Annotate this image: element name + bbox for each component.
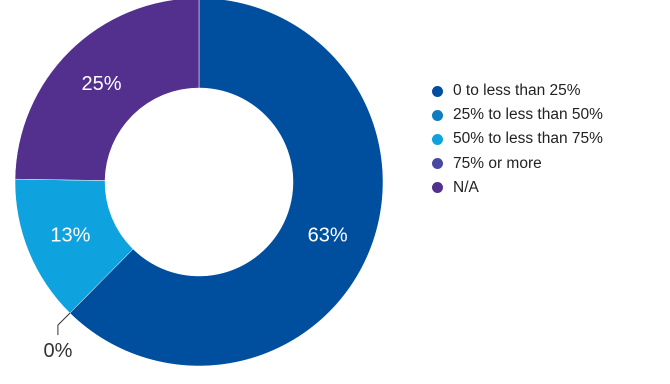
legend-item-0-to-less-than-25: 0 to less than 25% — [432, 79, 603, 103]
data-label-50-to-less-than-75: 13% — [50, 225, 90, 247]
legend-marker — [432, 158, 443, 170]
legend-item-n-a: N/A — [432, 176, 603, 200]
legend-label: 0 to less than 25% — [453, 82, 581, 100]
legend-item-25-to-less-than-50: 25% to less than 50% — [432, 103, 603, 127]
legend-marker — [432, 85, 443, 97]
chart-legend: 0 to less than 25% 25% to less than 50% 50… — [432, 79, 603, 200]
legend-label: N/A — [453, 178, 479, 196]
legend-label: 25% to less than 50% — [453, 106, 603, 124]
legend-marker — [432, 133, 443, 145]
data-label-0-to-less-than-25: 63% — [308, 225, 348, 247]
leader-line-25-to-less-than-50 — [57, 312, 71, 336]
donut-chart: 63% 0% 13% 25% — [14, 0, 384, 367]
data-label-25-to-less-than-50: 0% — [43, 340, 72, 362]
slice-n-a — [14, 0, 200, 181]
data-label-n-a: 25% — [81, 73, 121, 95]
legend-label: 50% to less than 75% — [453, 130, 603, 148]
slice-0-to-less-than-25 — [69, 0, 384, 367]
legend-label: 75% or more — [453, 154, 542, 172]
legend-marker — [432, 182, 443, 194]
legend-marker — [432, 109, 443, 121]
legend-item-50-to-less-than-75: 50% to less than 75% — [432, 127, 603, 151]
legend-item-75-or-more: 75% or more — [432, 152, 603, 176]
